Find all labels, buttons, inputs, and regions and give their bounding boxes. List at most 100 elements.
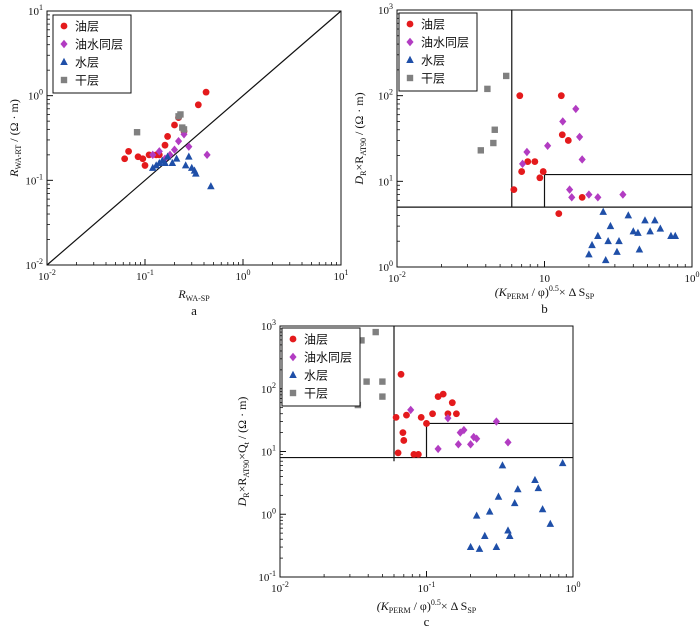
point-oil_water xyxy=(174,136,183,146)
point-oil xyxy=(392,413,400,421)
point-water xyxy=(613,247,621,255)
point-oil xyxy=(510,186,518,194)
y-axis-label: RWA-RT / (Ω · m) xyxy=(7,99,23,178)
x-axis-label: (KPERM / φ)0.5× Δ SSP xyxy=(377,598,477,615)
point-oil xyxy=(518,168,526,175)
point-water xyxy=(601,256,610,264)
y-tick-label: 103 xyxy=(378,2,393,17)
point-water xyxy=(606,221,615,230)
point-dry xyxy=(484,85,491,93)
point-oil xyxy=(531,158,539,165)
point-water xyxy=(481,531,489,539)
point-oil_water xyxy=(467,440,475,449)
point-oil xyxy=(555,210,563,218)
x-axis-label: (KPERM / φ)0.5× Δ SSP xyxy=(495,284,595,301)
legend-marker-water xyxy=(60,57,68,65)
point-water xyxy=(599,207,607,215)
point-oil xyxy=(141,162,149,169)
point-oil xyxy=(417,413,425,421)
point-water xyxy=(505,531,514,539)
x-axis-label: RWA-SP xyxy=(177,287,210,303)
point-oil xyxy=(202,88,210,96)
point-water xyxy=(161,158,169,166)
point-oil_water xyxy=(594,193,602,202)
legend-label-dry: 干层 xyxy=(304,387,328,401)
point-water xyxy=(207,182,215,190)
legend-marker-oil_water xyxy=(406,37,414,47)
point-water xyxy=(163,152,172,160)
point-water xyxy=(152,161,160,169)
x-tick-label: 101 xyxy=(334,268,349,283)
y-tick-label: 100 xyxy=(28,88,43,103)
x-tick-label: 10-2 xyxy=(38,268,56,283)
legend-label-oil: 油层 xyxy=(421,18,445,32)
legend-label-dry: 干层 xyxy=(421,72,445,86)
y-tick-label: 10-2 xyxy=(25,257,43,272)
point-water xyxy=(475,544,484,552)
point-water xyxy=(185,152,193,160)
legend-label-oil_water: 油水同层 xyxy=(304,351,352,365)
point-oil_water xyxy=(544,141,552,150)
y-axis-label: DR×RAT90×Qt / (Ω · m) xyxy=(235,397,251,508)
point-oil_water xyxy=(619,190,627,199)
point-oil_water xyxy=(578,155,586,164)
point-oil_water xyxy=(585,190,593,199)
point-water xyxy=(472,511,481,519)
point-oil_water xyxy=(559,117,567,126)
point-oil xyxy=(121,155,129,163)
point-oil_water xyxy=(185,142,193,151)
point-oil_water xyxy=(566,185,574,194)
point-water xyxy=(646,227,654,235)
point-oil xyxy=(414,450,422,458)
point-dry xyxy=(363,378,370,385)
point-oil xyxy=(400,437,408,444)
legend-label-oil: 油层 xyxy=(75,20,99,34)
point-oil xyxy=(399,429,407,437)
point-dry xyxy=(358,337,365,344)
point-oil xyxy=(429,410,436,418)
panel-label: b xyxy=(541,301,548,316)
y-axis-label: DR×RAT90 / (Ω · m) xyxy=(352,92,368,185)
plot-frame xyxy=(46,10,342,266)
point-water xyxy=(585,250,593,258)
point-oil xyxy=(423,420,430,427)
x-tick-label: 100 xyxy=(236,268,251,283)
x-tick-label: 100 xyxy=(566,580,581,595)
point-oil_water xyxy=(460,425,468,435)
point-water xyxy=(492,542,501,551)
point-oil_water xyxy=(572,104,580,114)
point-oil xyxy=(164,133,171,140)
point-oil xyxy=(564,137,572,144)
y-tick-label: 101 xyxy=(261,444,276,459)
diagonal-line xyxy=(46,10,342,266)
point-water xyxy=(534,484,543,492)
panel-label: a xyxy=(191,303,197,318)
y-tick-label: 102 xyxy=(261,381,276,396)
point-oil xyxy=(403,411,410,419)
x-tick-label: 10-1 xyxy=(418,580,436,595)
point-oil_water xyxy=(155,147,163,156)
legend-label-water: 水层 xyxy=(75,56,99,70)
point-oil xyxy=(448,399,456,407)
legend-label-water: 水层 xyxy=(304,369,328,383)
point-water xyxy=(531,475,539,484)
point-oil_water xyxy=(407,405,415,415)
point-water xyxy=(504,526,512,534)
legend-marker-oil xyxy=(406,20,414,28)
point-oil_water xyxy=(434,444,442,454)
point-water xyxy=(466,542,475,551)
point-oil xyxy=(444,410,452,418)
point-water xyxy=(546,519,555,527)
point-dry xyxy=(477,147,485,154)
point-oil xyxy=(139,155,147,163)
point-water xyxy=(485,507,494,515)
point-oil xyxy=(125,147,132,155)
point-water xyxy=(181,161,190,169)
point-water xyxy=(656,224,665,232)
legend-marker-oil xyxy=(60,22,68,30)
